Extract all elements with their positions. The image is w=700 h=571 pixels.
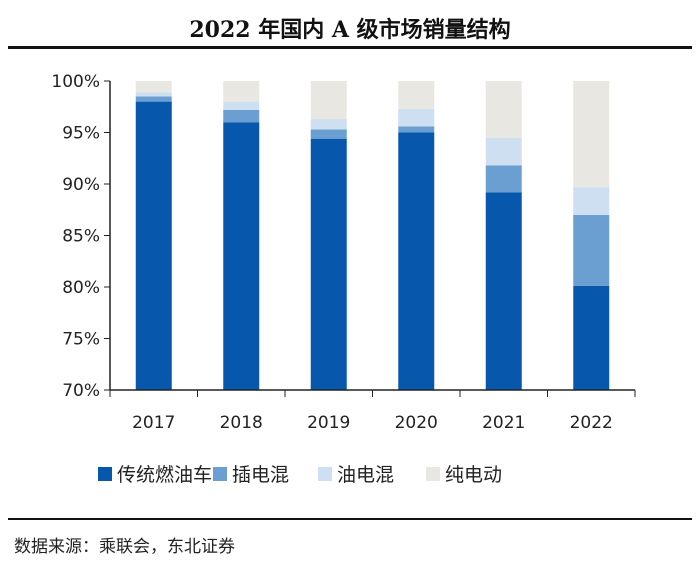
legend-swatch bbox=[213, 467, 227, 481]
bar-segment bbox=[398, 126, 435, 133]
bar-segment bbox=[485, 165, 522, 193]
bar-segment bbox=[310, 129, 347, 139]
x-tick-label: 2017 bbox=[132, 413, 175, 433]
y-tick-label: 95% bbox=[62, 124, 100, 144]
legend-swatch bbox=[426, 467, 440, 481]
legend-swatch bbox=[318, 467, 332, 481]
source-note: 数据来源：乘联会，东北证券 bbox=[14, 537, 235, 557]
bar-segment bbox=[135, 101, 172, 390]
y-tick-label: 75% bbox=[62, 330, 100, 350]
x-tick-label: 2018 bbox=[220, 413, 263, 433]
chart-title: 2022 年国内 A 级市场销量结构 bbox=[189, 17, 511, 43]
bar-segment bbox=[223, 109, 260, 123]
bar-segment bbox=[573, 81, 610, 188]
bar-segment bbox=[398, 108, 435, 127]
bar-segment bbox=[485, 137, 522, 166]
y-tick-label: 85% bbox=[62, 227, 100, 247]
bar-segment bbox=[223, 81, 260, 102]
bar-segment bbox=[223, 101, 260, 110]
bar-segment bbox=[573, 187, 610, 215]
x-tick-label: 2020 bbox=[395, 413, 438, 433]
bar-segment bbox=[135, 96, 172, 102]
y-tick-label: 90% bbox=[62, 175, 100, 195]
bar-segment bbox=[398, 132, 435, 390]
legend-label: 纯电动 bbox=[445, 464, 502, 486]
x-tick-label: 2019 bbox=[307, 413, 350, 433]
y-tick-label: 70% bbox=[62, 381, 100, 401]
title-rule bbox=[8, 46, 692, 49]
legend-label: 传统燃油车 bbox=[117, 464, 212, 486]
stacked-bar-chart: 2017 2018 2019 2020 2021 2022 70% 75% 80% 85% 90% 9… bbox=[51, 72, 636, 486]
legend-label: 油电混 bbox=[337, 464, 394, 486]
bar-segment bbox=[485, 192, 522, 390]
bar-segment bbox=[310, 138, 347, 390]
bar-segment bbox=[573, 214, 610, 286]
x-tick-label: 2022 bbox=[570, 413, 613, 433]
bar-segment bbox=[135, 81, 172, 93]
bar-segment bbox=[310, 119, 347, 130]
y-tick-label: 100% bbox=[51, 72, 100, 92]
bar-segment bbox=[398, 81, 435, 109]
bar-segment bbox=[573, 285, 610, 390]
footer-rule bbox=[8, 518, 692, 520]
bar-segment bbox=[223, 122, 260, 390]
legend-label: 插电混 bbox=[232, 464, 289, 486]
x-tick-label: 2021 bbox=[482, 413, 525, 433]
bar-segment bbox=[135, 92, 172, 97]
legend-swatch bbox=[98, 467, 112, 481]
y-tick-label: 80% bbox=[62, 278, 100, 298]
bar-segment bbox=[485, 81, 522, 138]
bar-segment bbox=[310, 81, 347, 120]
